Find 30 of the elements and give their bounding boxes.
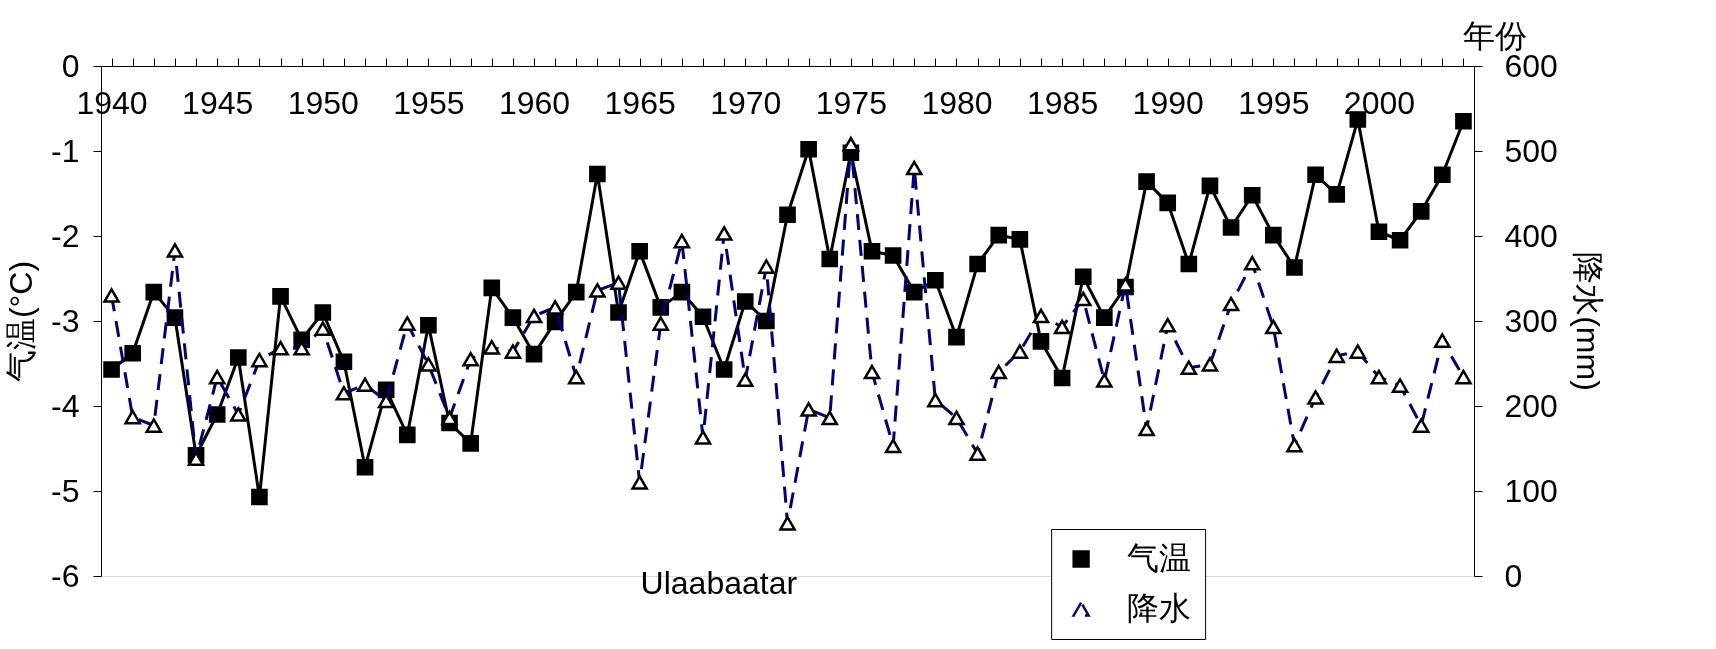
x-tick-label: 1990 [1132,84,1204,121]
x-tick-label: 1955 [393,84,465,121]
x-tick-label: 1980 [921,84,993,121]
x-tick-label: 1960 [498,84,571,121]
y-tick-label: -5 [51,472,80,509]
x-tick-label: 1995 [1238,84,1310,121]
y-tick-label: -3 [51,302,80,339]
y-tick-label: -6 [51,557,80,594]
y2-tick-label: 400 [1504,217,1558,254]
x-tick-label: 1975 [815,84,887,121]
x-tick-label: 1965 [604,84,676,121]
y2-tick-label: 100 [1504,472,1558,509]
y-tick-label: -2 [51,217,80,254]
x-tick-label: 1985 [1027,84,1099,121]
x-tick-label: 1950 [287,84,359,121]
y2-tick-label: 500 [1504,132,1558,169]
x-tick-label: 2000 [1343,84,1416,121]
y2-axis-title: 降水(mm) [1569,252,1606,391]
y2-tick-label: 0 [1504,557,1523,594]
legend-label: 气温 [1127,540,1192,576]
annotation: Ulaabaatar [640,565,798,601]
x-tick-label: 1970 [710,84,782,121]
y-tick-label: -1 [51,132,80,169]
y2-tick-label: 200 [1504,387,1558,424]
legend-label: 降水 [1127,590,1192,626]
y-axis-title: 气温(°C) [3,260,40,383]
y-tick-label: 0 [61,47,80,84]
y2-tick-label: 300 [1504,302,1558,339]
y-tick-label: -4 [51,387,80,424]
x-tick-label: 1945 [182,84,254,121]
